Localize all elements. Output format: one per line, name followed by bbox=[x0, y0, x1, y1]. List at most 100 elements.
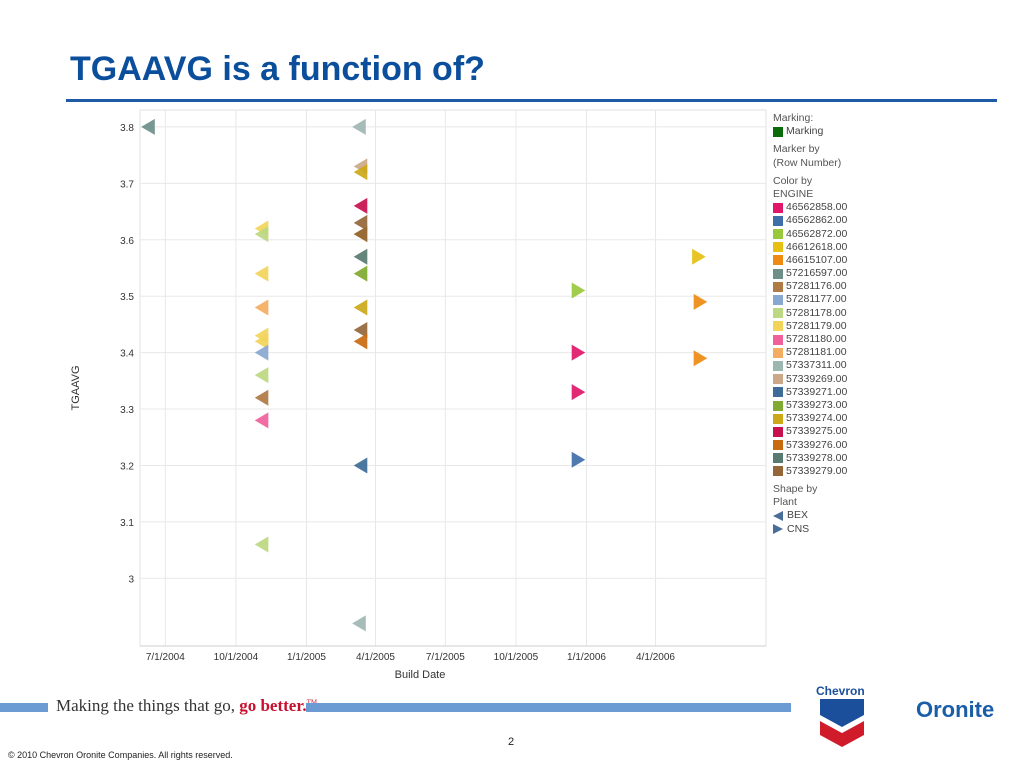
legend-engine-swatch bbox=[773, 229, 783, 240]
legend-engine-swatch bbox=[773, 387, 783, 398]
oronite-logo-text: Oronite bbox=[916, 697, 995, 722]
data-point bbox=[571, 344, 586, 361]
legend-engine-swatch bbox=[773, 453, 783, 464]
y-tick-label: 3.7 bbox=[120, 179, 134, 190]
data-point bbox=[254, 299, 269, 316]
legend-engine-item: 57339278.00 bbox=[773, 452, 847, 465]
legend-engine-swatch bbox=[773, 321, 783, 332]
legend-engine-label: 57281176.00 bbox=[786, 280, 847, 293]
legend-engine-swatch bbox=[773, 281, 783, 292]
legend-engine-swatch bbox=[773, 413, 783, 424]
triangle-left-icon bbox=[773, 511, 783, 522]
data-point bbox=[353, 248, 368, 265]
legend-engine-swatch bbox=[773, 268, 783, 279]
legend-engine-swatch bbox=[773, 255, 783, 266]
legend-engine-swatch bbox=[773, 242, 783, 253]
legend-engine-label: 57339275.00 bbox=[786, 425, 848, 438]
x-tick-label: 7/1/2005 bbox=[426, 652, 465, 663]
data-point bbox=[353, 214, 368, 231]
data-point bbox=[254, 412, 269, 429]
x-axis-label: Build Date bbox=[395, 669, 446, 681]
legend-engine-swatch bbox=[773, 374, 783, 385]
legend-engine-item: 57281181.00 bbox=[773, 346, 847, 359]
legend-engine-item: 57339271.00 bbox=[773, 386, 847, 399]
legend-engine-label: 57281177.00 bbox=[786, 293, 847, 306]
y-tick-label: 3.8 bbox=[120, 123, 134, 134]
legend-engine-swatch bbox=[773, 202, 783, 213]
legend-engine-item: 57281178.00 bbox=[773, 307, 847, 320]
data-point bbox=[353, 322, 368, 339]
legend-marking-label: Marking bbox=[786, 125, 824, 138]
legend-engine-label: 46615107.00 bbox=[786, 253, 848, 266]
legend-engine-label: 57281180.00 bbox=[786, 333, 847, 345]
legend-engine-swatch bbox=[773, 334, 783, 345]
y-tick-label: 3.3 bbox=[120, 405, 134, 416]
legend-shape-cns: CNS bbox=[773, 523, 847, 536]
x-tick-label: 1/1/2006 bbox=[567, 652, 606, 663]
data-point bbox=[693, 350, 708, 367]
slide-title: TGAAVG is a function of? bbox=[70, 50, 485, 88]
legend-shape-bex-label: BEX bbox=[787, 509, 809, 522]
data-point bbox=[692, 248, 706, 265]
legend-engine-item: 46562862.00 bbox=[773, 214, 847, 227]
data-point bbox=[353, 333, 368, 350]
y-tick-label: 3.1 bbox=[120, 518, 134, 529]
legend-engine-item: 57281177.00 bbox=[773, 293, 847, 306]
x-tick-label: 10/1/2005 bbox=[494, 652, 539, 663]
chevron-logo-text: Chevron bbox=[816, 684, 865, 698]
legend-engine-swatch bbox=[773, 215, 783, 226]
legend-engine-label: 57337311.00 bbox=[786, 359, 847, 372]
legend-marking-item: Marking bbox=[773, 125, 847, 138]
legend-engine-item: 57339276.00 bbox=[773, 439, 847, 452]
tagline-trademark: TM bbox=[307, 698, 318, 706]
legend-engine-item: 57281179.00 bbox=[773, 320, 847, 333]
x-tick-label: 4/1/2006 bbox=[636, 652, 675, 663]
legend-engine-swatch bbox=[773, 466, 783, 477]
data-point bbox=[254, 367, 269, 384]
chart-legend: Marking: Marking Marker by (Row Number) … bbox=[773, 112, 847, 536]
legend-engine-item: 46562872.00 bbox=[773, 228, 847, 241]
data-point bbox=[353, 265, 368, 282]
legend-engine-label: 57339269.00 bbox=[786, 372, 848, 385]
y-tick-label: 3.5 bbox=[120, 292, 134, 303]
data-point bbox=[571, 384, 586, 401]
legend-engine-label: 46562862.00 bbox=[786, 214, 848, 227]
data-point bbox=[254, 226, 269, 243]
y-tick-label: 3.2 bbox=[120, 461, 134, 472]
legend-engine-label: 57339271.00 bbox=[786, 385, 848, 398]
legend-shape-bex: BEX bbox=[773, 509, 847, 522]
legend-engine-item: 46615107.00 bbox=[773, 254, 847, 267]
legend-engine-label: 57216597.00 bbox=[786, 267, 848, 280]
plot-frame bbox=[139, 109, 767, 647]
copyright-notice: © 2010 Chevron Oronite Companies. All ri… bbox=[8, 750, 233, 760]
y-tick-label: 3.6 bbox=[120, 236, 134, 247]
footer-bar-right bbox=[306, 703, 791, 712]
data-point bbox=[254, 344, 269, 361]
footer-tagline: Making the things that go, go better.TM bbox=[56, 696, 317, 716]
data-point bbox=[353, 197, 368, 214]
data-point bbox=[571, 282, 586, 299]
x-tick-label: 7/1/2004 bbox=[146, 652, 185, 663]
legend-engine-item: 46562858.00 bbox=[773, 201, 847, 214]
data-point bbox=[254, 389, 269, 406]
data-point bbox=[353, 226, 368, 243]
legend-engine-label: 57281179.00 bbox=[786, 319, 847, 332]
data-point bbox=[693, 293, 708, 310]
legend-engine-item: 57337311.00 bbox=[773, 359, 847, 372]
chevron-logo-icon bbox=[820, 699, 864, 747]
y-tick-label: 3.4 bbox=[120, 349, 134, 360]
legend-engine-swatch bbox=[773, 347, 783, 358]
legend-shape-cns-label: CNS bbox=[787, 522, 810, 535]
legend-engine-label: 57339274.00 bbox=[786, 412, 848, 425]
page-number: 2 bbox=[508, 736, 515, 748]
legend-engine-list: 46562858.00 46562862.00 46562872.00 4661261… bbox=[773, 201, 847, 478]
data-point bbox=[141, 118, 155, 135]
legend-marking-swatch bbox=[773, 126, 783, 137]
legend-engine-label: 46562858.00 bbox=[786, 201, 848, 214]
legend-engine-swatch bbox=[773, 426, 783, 437]
chart-grid bbox=[139, 109, 767, 647]
legend-engine-item: 57281176.00 bbox=[773, 280, 847, 293]
legend-engine-label: 46612618.00 bbox=[786, 240, 848, 253]
legend-engine-label: 57339279.00 bbox=[786, 464, 848, 477]
